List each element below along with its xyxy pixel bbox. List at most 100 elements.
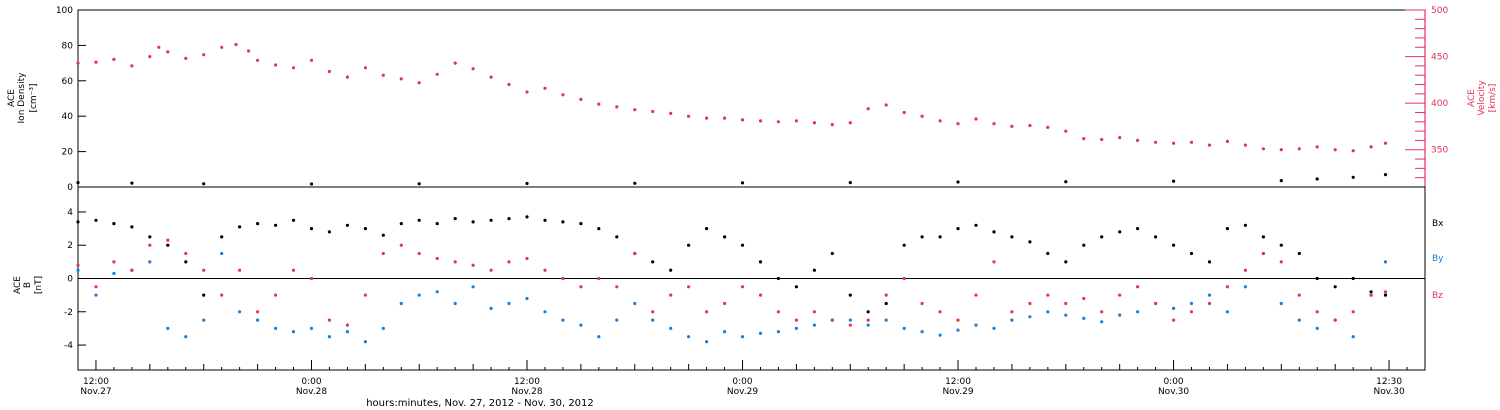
b-series-1-point-22 xyxy=(471,285,475,289)
b-series-1-point-10 xyxy=(256,318,260,322)
b-series-1-point-40 xyxy=(794,326,799,330)
b-series-1-point-62 xyxy=(1189,301,1194,306)
xtick-time-0: 12:00 xyxy=(83,377,109,387)
b-series-2-point-56 xyxy=(1082,296,1086,301)
bottom-ylabel-2: B xyxy=(23,282,33,288)
xtick-date-2: Nov.28 xyxy=(511,387,542,397)
b-series-0-point-36 xyxy=(723,235,727,239)
b-series-1-point-38 xyxy=(758,331,763,335)
xtick-date-0: Nov.27 xyxy=(80,387,111,397)
b-series-2-point-47 xyxy=(920,301,924,306)
b-series-1-point-51 xyxy=(992,326,996,330)
b-series-1-point-68 xyxy=(1297,318,1301,322)
b-series-1-point-39 xyxy=(776,330,781,334)
top-panel: 0 20 40 60 80 100 350 400 450 500 ACE Ion Density… xyxy=(7,6,1498,193)
b-series-2-point-9 xyxy=(238,268,242,272)
top-series-1-point-8 xyxy=(202,53,206,57)
b-series-0-point-48 xyxy=(938,235,942,239)
b-series-0-point-52 xyxy=(1010,235,1014,239)
top-series-1-point-19 xyxy=(381,73,385,77)
b-series-0-point-28 xyxy=(579,222,583,226)
b-series-1-point-6 xyxy=(184,335,188,339)
b-series-0-point-57 xyxy=(1100,235,1104,239)
b-series-1-point-18 xyxy=(399,301,403,306)
b-series-0-point-21 xyxy=(453,217,457,221)
b-series-2-point-71 xyxy=(1351,310,1355,314)
b-series-1-point-56 xyxy=(1082,316,1086,320)
b-series-1-point-26 xyxy=(543,310,547,314)
top-series-1-point-34 xyxy=(651,109,655,114)
b-series-2-point-32 xyxy=(651,310,655,314)
top-series-1-point-11 xyxy=(247,49,251,53)
b-series-0-point-16 xyxy=(363,227,367,231)
b-series-2-point-39 xyxy=(776,310,781,314)
b-series-0-point-6 xyxy=(184,260,188,264)
b-series-1-point-57 xyxy=(1100,320,1104,324)
b-series-2-point-54 xyxy=(1046,293,1050,297)
top-series-1-point-27 xyxy=(525,90,529,94)
b-series-2-point-13 xyxy=(309,276,314,281)
b-series-2-point-28 xyxy=(579,285,583,289)
top-series-1-point-54 xyxy=(1010,124,1014,128)
top-series-1-point-46 xyxy=(866,107,870,111)
b-series-2-point-23 xyxy=(489,268,493,272)
b-series-1-point-5 xyxy=(166,326,170,330)
b-series-2-point-14 xyxy=(327,318,331,322)
b-series-2-point-46 xyxy=(902,276,906,281)
b-series-0-point-39 xyxy=(776,276,781,281)
b-series-1-point-21 xyxy=(453,301,457,306)
b-series-2-point-52 xyxy=(1010,310,1014,314)
top-series-1-point-47 xyxy=(884,103,888,107)
top-series-1-point-49 xyxy=(920,114,924,118)
b-series-2-point-8 xyxy=(220,293,224,297)
b-series-2-point-31 xyxy=(633,251,637,256)
top-series-1-point-57 xyxy=(1064,129,1068,133)
b-series-2-point-33 xyxy=(669,293,673,297)
b-series-1-point-8 xyxy=(220,251,224,256)
b-series-0-point-66 xyxy=(1261,235,1265,239)
top-series-0-point-12 xyxy=(1279,179,1283,183)
top-series-1-point-13 xyxy=(274,63,278,67)
b-series-2-point-11 xyxy=(274,293,278,297)
top-series-1-point-42 xyxy=(794,119,799,123)
b-series-1-point-2 xyxy=(112,271,116,276)
b-series-1-point-67 xyxy=(1279,301,1283,306)
top-series-1-point-61 xyxy=(1136,138,1140,142)
b-series-2-point-61 xyxy=(1172,318,1176,322)
left-ytick-label-4: 80 xyxy=(62,41,74,51)
top-series-1-point-39 xyxy=(740,118,745,122)
top-series-0-point-8 xyxy=(848,181,852,185)
b-series-2-point-67 xyxy=(1279,260,1283,264)
top-panel-axes: 0 20 40 60 80 100 350 400 450 500 xyxy=(56,6,1449,193)
b-series-0-point-25 xyxy=(525,215,529,219)
b-series-1-point-49 xyxy=(956,328,960,332)
b-series-0-point-4 xyxy=(148,235,152,239)
top-series-0-point-9 xyxy=(956,180,960,184)
b-series-2-point-53 xyxy=(1028,301,1032,306)
b-series-2-point-37 xyxy=(740,285,745,289)
b-series-1-point-36 xyxy=(723,330,727,334)
top-series-1-point-30 xyxy=(579,97,583,101)
b-series-1-point-16 xyxy=(363,340,367,344)
b-series-0-point-24 xyxy=(507,217,511,221)
right-ytick-label-0: 350 xyxy=(1431,146,1448,156)
b-series-2-point-40 xyxy=(794,318,799,322)
b-series-1-point-7 xyxy=(202,318,206,322)
b-series-2-point-70 xyxy=(1333,318,1337,322)
b-series-2-point-45 xyxy=(884,293,888,297)
xtick-time-3: 0:00 xyxy=(732,377,752,387)
b-series-0-point-38 xyxy=(758,260,763,264)
b-series-0-point-14 xyxy=(327,230,331,234)
top-series-1-point-71 xyxy=(1315,145,1319,149)
top-series-0-point-3 xyxy=(309,182,314,186)
b-series-2-point-15 xyxy=(345,323,349,327)
b-series-1-point-19 xyxy=(417,293,421,297)
b-series-0-point-0 xyxy=(76,220,80,224)
top-series-1-point-29 xyxy=(561,93,565,97)
top-series-1-point-12 xyxy=(256,58,260,62)
top-series-1-point-44 xyxy=(830,123,834,127)
b-series-1-point-35 xyxy=(705,340,709,344)
top-series-0-point-11 xyxy=(1172,179,1176,183)
top-series-1-point-60 xyxy=(1118,136,1122,140)
b-series-1-point-65 xyxy=(1243,285,1247,289)
